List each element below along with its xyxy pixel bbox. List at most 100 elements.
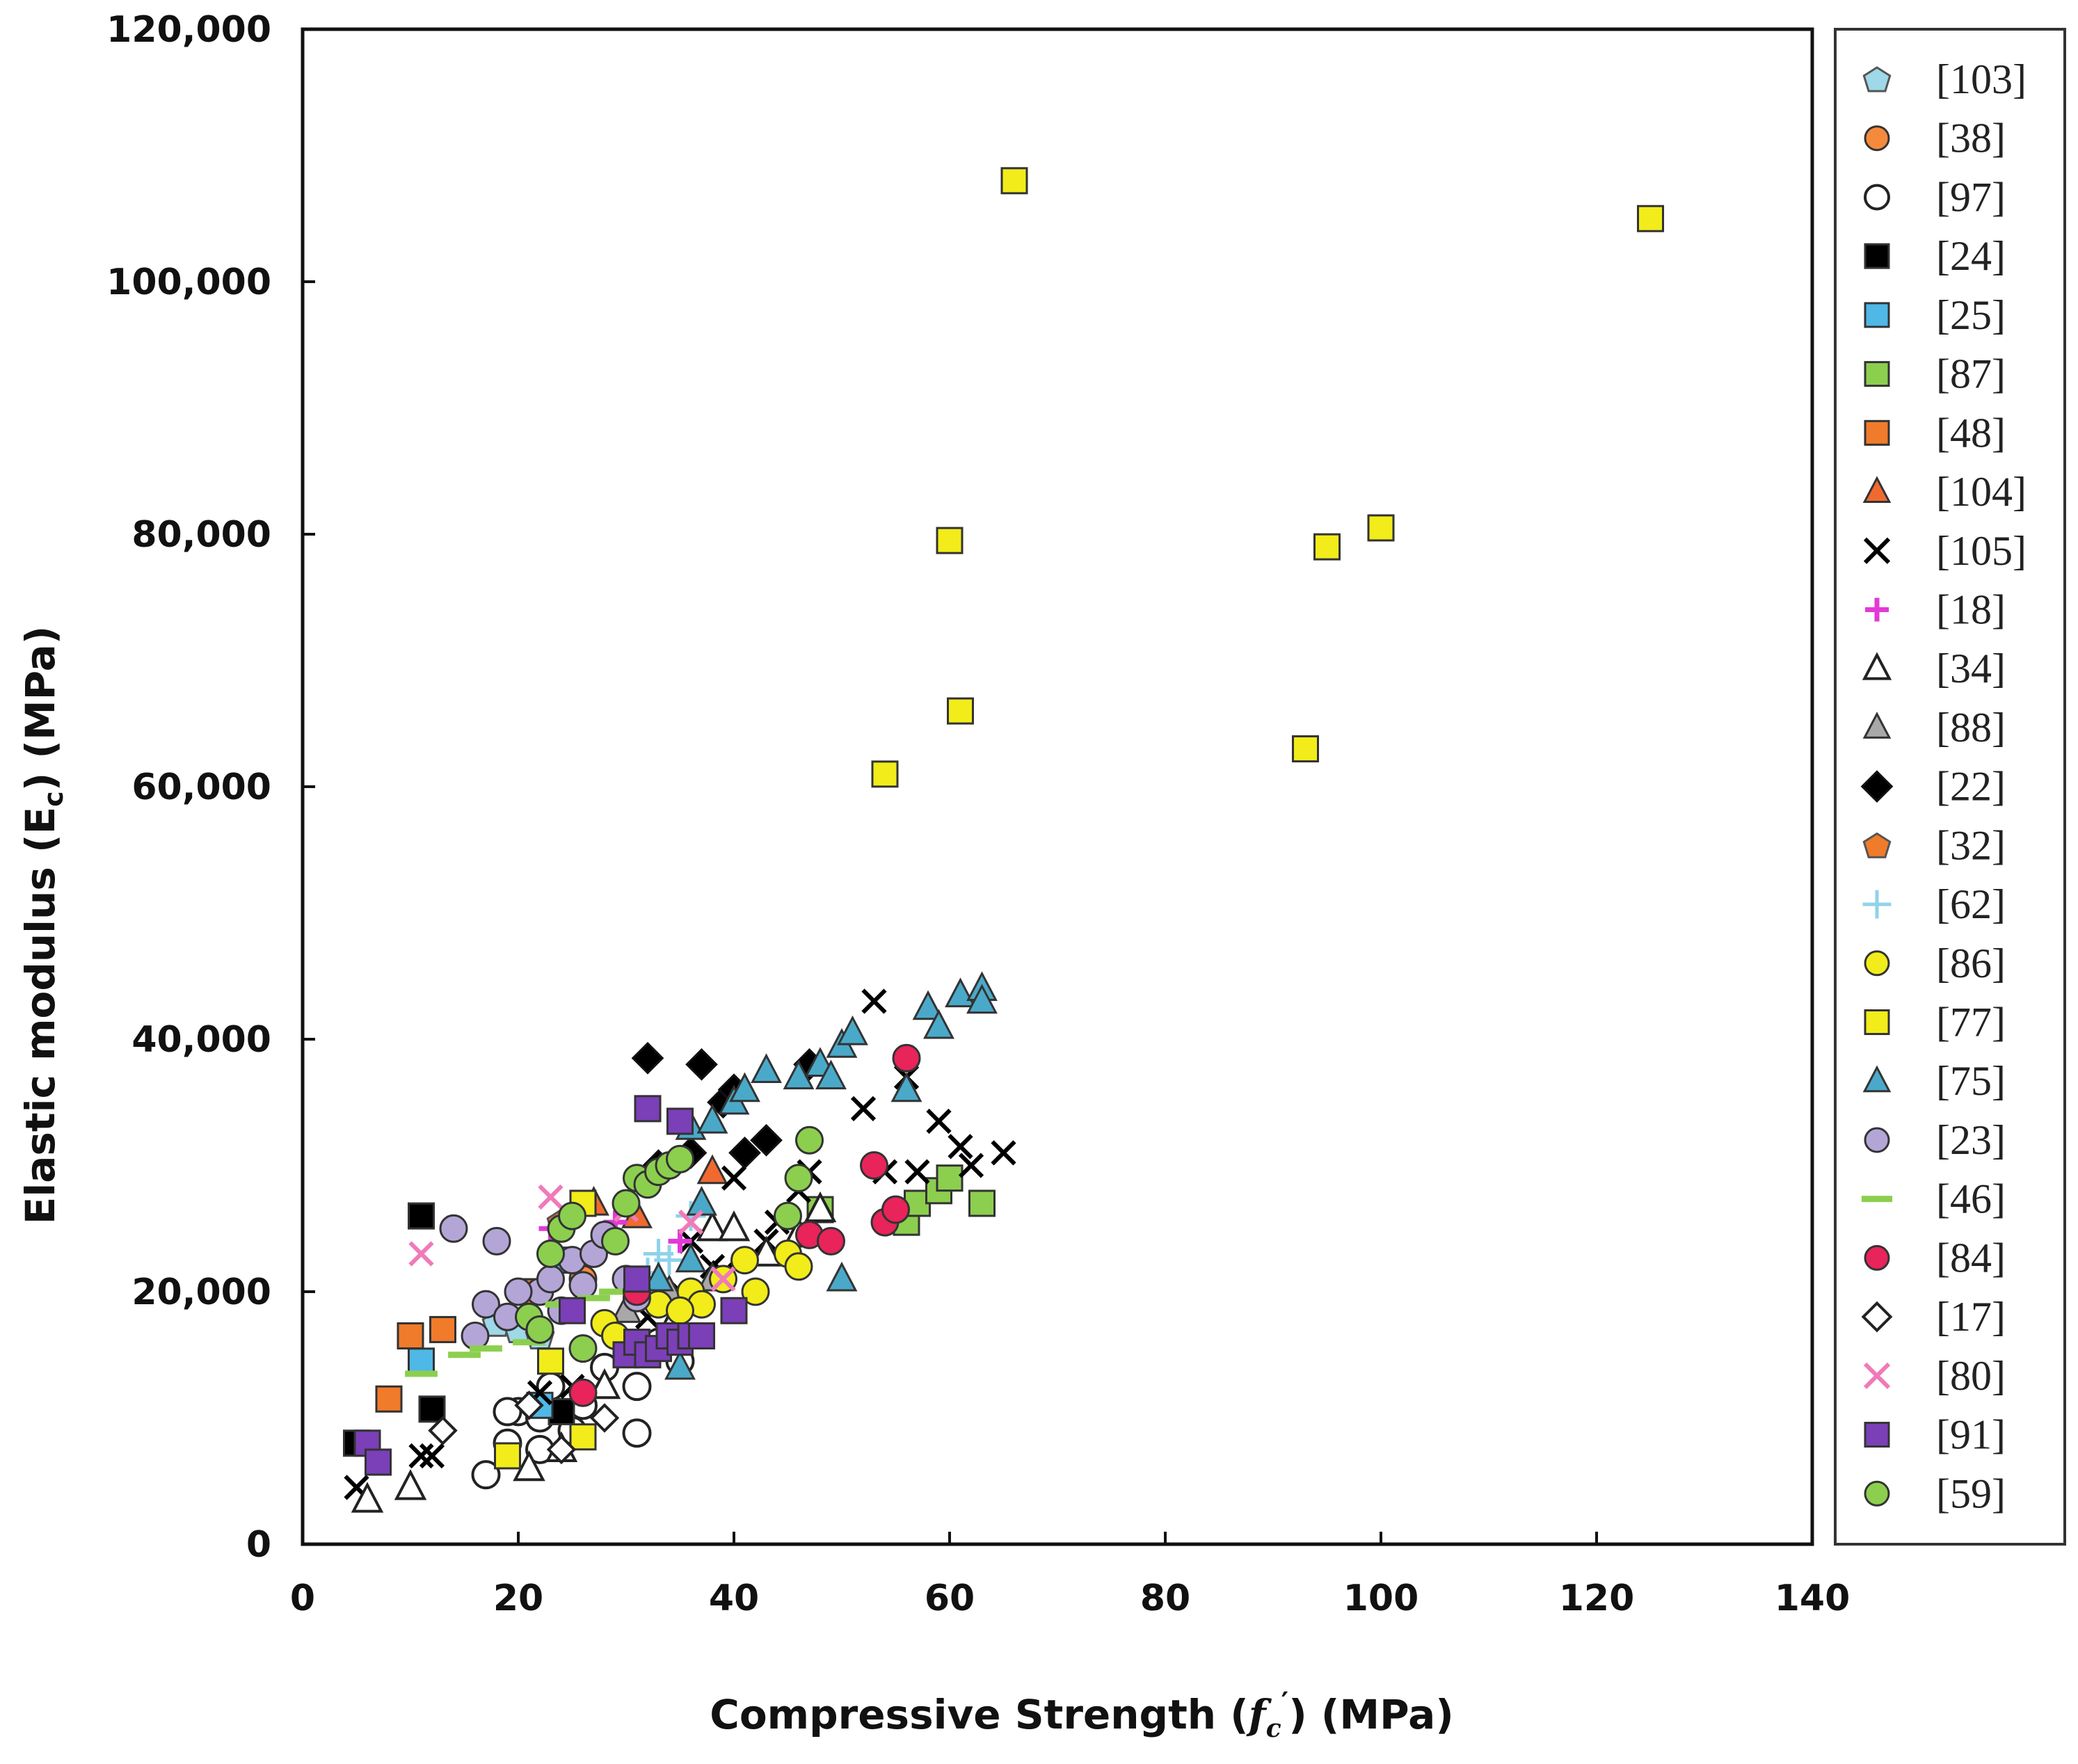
legend-item: [97] <box>1864 174 2006 220</box>
legend-item: [18] <box>1865 586 2006 632</box>
data-point <box>947 697 974 725</box>
legend-item: [75] <box>1862 1058 2006 1104</box>
data-point <box>514 1390 544 1420</box>
data-point <box>926 1108 952 1134</box>
legend-marker <box>1861 1301 1893 1333</box>
data-point <box>729 1072 760 1102</box>
data-point <box>968 1189 996 1217</box>
data-point <box>471 1460 501 1490</box>
legend-item: [22] <box>1860 764 2006 810</box>
data-point <box>686 1185 717 1216</box>
legend-label: [105] <box>1936 528 2027 574</box>
legend-label: [32] <box>1936 822 2006 868</box>
data-point <box>439 1214 468 1243</box>
legend-item: [34] <box>1862 646 2006 691</box>
legend-label: [91] <box>1936 1412 2006 1458</box>
series-91 <box>353 1095 748 1476</box>
data-point <box>717 1210 751 1242</box>
legend-item: [24] <box>1864 233 2006 279</box>
legend-item: [38] <box>1864 115 2006 161</box>
legend-item: [88] <box>1862 705 2006 751</box>
legend-label: [24] <box>1936 233 2006 279</box>
data-point <box>472 1290 500 1319</box>
legend-marker <box>1864 361 1890 387</box>
series-59 <box>515 1125 824 1363</box>
data-point <box>558 1201 586 1230</box>
legend-marker <box>1862 712 1892 739</box>
data-point <box>351 1482 384 1513</box>
legend-label: [87] <box>1936 351 2006 397</box>
data-point <box>861 988 887 1014</box>
y-tick-label: 100,000 <box>106 262 271 303</box>
x-tick-label: 60 <box>925 1578 975 1619</box>
data-point <box>837 1015 868 1045</box>
data-point <box>991 1140 1016 1166</box>
legend-marker <box>1864 950 1890 977</box>
data-point <box>1367 514 1395 542</box>
legend-label: [59] <box>1936 1470 2006 1516</box>
data-point <box>730 1246 759 1275</box>
data-point <box>365 1448 392 1476</box>
data-point <box>666 1107 694 1135</box>
data-point <box>871 760 899 788</box>
y-axis: 0 20,000 40,000 60,000 80,000 100,000 120,000 <box>106 9 315 1566</box>
data-point <box>666 1296 694 1325</box>
data-point <box>461 1322 490 1351</box>
data-point <box>536 1265 565 1294</box>
legend-item: [80] <box>1863 1353 2006 1399</box>
data-point <box>546 1434 577 1465</box>
y-tick-label: 20,000 <box>131 1272 271 1313</box>
data-point <box>1637 205 1664 232</box>
data-point <box>482 1226 511 1256</box>
data-point <box>675 1242 707 1273</box>
data-point <box>408 1347 435 1375</box>
legend-item: [32] <box>1862 822 2006 868</box>
data-point <box>504 1277 533 1306</box>
data-point <box>428 1416 458 1445</box>
data-point <box>676 1201 706 1231</box>
legend-marker <box>1862 832 1892 858</box>
data-point <box>1313 533 1341 561</box>
legend-item: [103] <box>1862 56 2027 102</box>
data-point <box>537 1347 564 1375</box>
legend-item: [59] <box>1864 1470 2006 1516</box>
legend-label: [104] <box>1936 469 2027 515</box>
legend-label: [18] <box>1936 586 2006 632</box>
legend-item: [46] <box>1861 1176 2006 1222</box>
legend-marker <box>1862 890 1892 919</box>
data-point <box>664 1349 696 1380</box>
legend-item: [17] <box>1861 1294 2006 1340</box>
data-point <box>408 1241 434 1267</box>
x-tick-label: 40 <box>709 1578 759 1619</box>
data-point <box>631 1041 664 1075</box>
data-point <box>525 1315 554 1344</box>
data-point <box>643 1261 674 1292</box>
legend-item: [84] <box>1864 1235 2006 1281</box>
data-point <box>958 1153 984 1178</box>
data-point <box>750 1235 783 1267</box>
x-tick-label: 100 <box>1343 1578 1419 1619</box>
legend-item: [48] <box>1864 410 2006 456</box>
data-point <box>696 1154 728 1185</box>
data-point <box>678 1210 704 1235</box>
legend-marker <box>1862 476 1892 503</box>
data-point <box>538 1184 564 1210</box>
data-point <box>904 1159 930 1185</box>
data-point <box>892 1043 921 1073</box>
legend-item: [104] <box>1862 469 2027 515</box>
data-point <box>513 1450 545 1482</box>
y-tick-label: 0 <box>246 1524 271 1566</box>
legend-item: [62] <box>1862 881 2006 927</box>
data-point <box>826 1261 858 1292</box>
data-point <box>589 1403 620 1433</box>
data-point <box>394 1469 427 1500</box>
series-84 <box>568 1043 921 1407</box>
data-point <box>966 984 998 1014</box>
data-point <box>419 1443 445 1469</box>
legend-marker <box>1863 1362 1891 1389</box>
x-tick-label: 120 <box>1559 1578 1635 1619</box>
data-point <box>666 1144 694 1173</box>
legend-marker <box>1864 125 1890 152</box>
data-point <box>850 1096 877 1121</box>
data-point <box>634 1095 662 1123</box>
